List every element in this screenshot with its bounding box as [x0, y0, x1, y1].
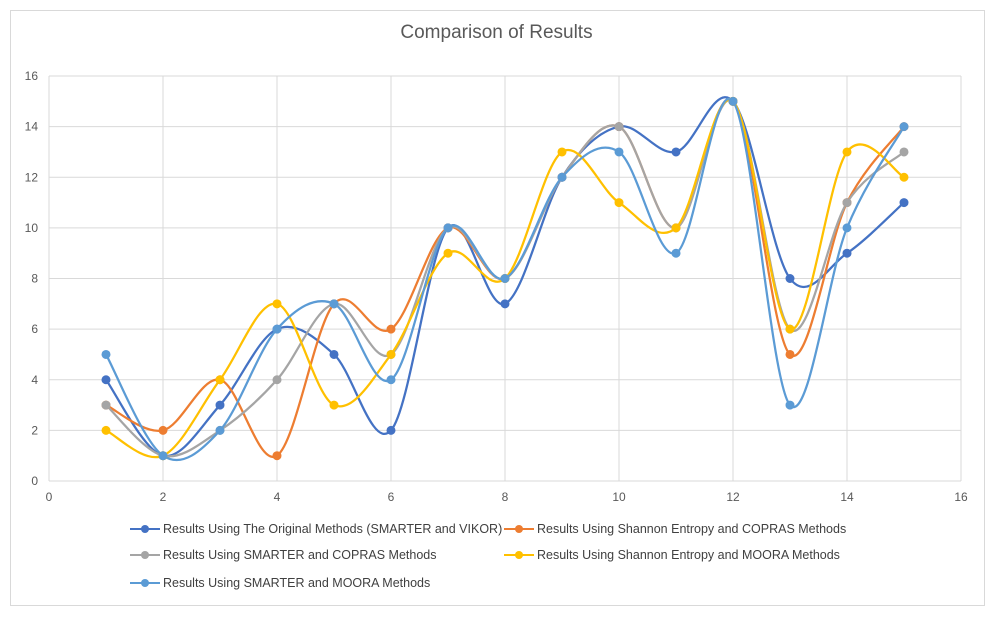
data-point-s5 — [158, 451, 168, 461]
data-point-s3 — [272, 375, 282, 385]
data-point-s5 — [785, 400, 795, 410]
data-point-s2 — [785, 349, 795, 359]
x-tick-label: 12 — [726, 490, 740, 504]
data-point-s4 — [101, 425, 111, 435]
data-point-s2 — [386, 324, 396, 334]
data-point-s1 — [842, 248, 852, 258]
data-point-s5 — [557, 172, 567, 182]
x-tick-label: 16 — [954, 490, 968, 504]
data-point-s1 — [671, 147, 681, 157]
data-point-s4 — [899, 172, 909, 182]
data-point-s2 — [158, 425, 168, 435]
x-tick-label: 6 — [388, 490, 395, 504]
data-point-s4 — [614, 198, 624, 208]
data-point-s5 — [329, 299, 339, 309]
chart-title: Comparison of Results — [400, 22, 593, 43]
data-point-s5 — [386, 375, 396, 385]
data-point-s2 — [272, 451, 282, 461]
data-point-s5 — [500, 274, 510, 283]
data-point-s5 — [728, 96, 738, 106]
data-point-s1 — [899, 198, 909, 208]
series-line-1 — [105, 96, 905, 457]
data-point-s5 — [614, 147, 624, 157]
data-point-s4 — [443, 248, 453, 258]
data-point-s1 — [500, 299, 510, 309]
series-line-5 — [105, 97, 905, 462]
y-tick-label: 12 — [25, 170, 39, 184]
x-tick-label: 4 — [274, 490, 281, 504]
y-tick-label: 10 — [25, 221, 39, 235]
data-point-s3 — [842, 198, 852, 208]
y-tick-label: 6 — [31, 322, 38, 336]
data-point-s5 — [443, 223, 453, 233]
data-point-s4 — [842, 147, 852, 157]
x-tick-label: 10 — [612, 490, 626, 504]
data-point-s5 — [215, 425, 225, 435]
y-tick-label: 8 — [31, 272, 38, 286]
data-point-s1 — [386, 425, 396, 435]
data-point-s3 — [899, 147, 909, 157]
y-tick-label: 16 — [25, 69, 39, 83]
data-point-s4 — [557, 147, 567, 157]
data-point-s4 — [329, 400, 339, 410]
y-tick-label: 2 — [31, 423, 38, 437]
data-point-s1 — [215, 400, 225, 410]
data-point-s5 — [842, 223, 852, 233]
data-point-s4 — [272, 299, 282, 309]
data-point-s3 — [614, 122, 624, 132]
chart-area — [10, 10, 985, 606]
data-point-s5 — [272, 324, 282, 334]
y-tick-label: 4 — [31, 373, 38, 387]
data-point-s5 — [101, 349, 111, 359]
data-point-s4 — [785, 324, 795, 334]
data-point-s4 — [215, 375, 225, 385]
data-point-s4 — [386, 349, 396, 359]
y-tick-label: 0 — [31, 474, 38, 488]
data-point-s1 — [329, 349, 339, 359]
series-line-4 — [105, 98, 905, 459]
data-point-s5 — [671, 248, 681, 258]
data-point-s3 — [101, 400, 111, 410]
data-point-s5 — [899, 122, 909, 132]
data-point-s4 — [671, 223, 681, 233]
data-point-s1 — [101, 375, 111, 385]
x-tick-label: 0 — [46, 490, 53, 504]
x-tick-label: 2 — [160, 490, 167, 504]
y-tick-label: 14 — [25, 120, 39, 134]
x-tick-label: 14 — [840, 490, 854, 504]
data-point-s1 — [785, 274, 795, 283]
x-tick-label: 8 — [502, 490, 509, 504]
